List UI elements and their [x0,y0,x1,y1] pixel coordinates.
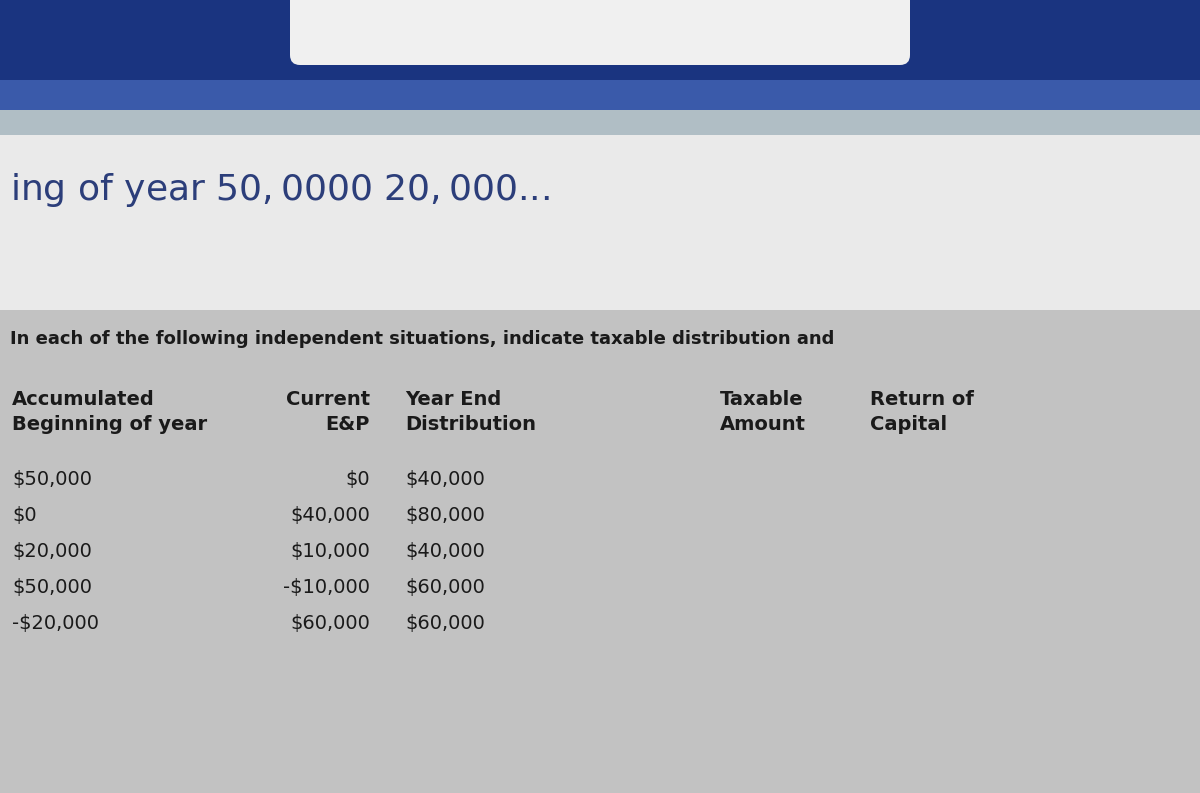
Text: $80,000: $80,000 [406,506,485,525]
Text: $40,000: $40,000 [406,542,485,561]
Text: $40,000: $40,000 [290,506,370,525]
Text: Beginning of year: Beginning of year [12,415,208,434]
Text: $50,000: $50,000 [12,578,92,597]
Text: $60,000: $60,000 [290,614,370,633]
Text: Accumulated: Accumulated [12,390,155,409]
Bar [0,80,1200,110]
Text: $50,000: $50,000 [12,470,92,489]
Bar [0,110,1200,135]
Text: Capital: Capital [870,415,947,434]
Text: Amount: Amount [720,415,806,434]
Text: E&P: E&P [325,415,370,434]
Text: ing of year $50,000 $0 $20,000 $...: ing of year $50,000 $0 $20,000 $... [10,171,550,209]
Text: $20,000: $20,000 [12,542,92,561]
FancyBboxPatch shape [290,0,910,65]
Bar [0,310,1200,793]
Bar [0,0,1200,80]
Text: Current: Current [286,390,370,409]
Text: $60,000: $60,000 [406,578,485,597]
Text: In each of the following independent situations, indicate taxable distribution a: In each of the following independent sit… [10,330,834,348]
Text: -$10,000: -$10,000 [283,578,370,597]
Text: Taxable: Taxable [720,390,804,409]
Text: -$20,000: -$20,000 [12,614,98,633]
Text: Year End: Year End [406,390,502,409]
Text: $10,000: $10,000 [290,542,370,561]
Text: $60,000: $60,000 [406,614,485,633]
Text: Distribution: Distribution [406,415,536,434]
Text: $0: $0 [12,506,37,525]
Text: $40,000: $40,000 [406,470,485,489]
Bar [0,0,1200,310]
Text: Return of: Return of [870,390,974,409]
Text: $0: $0 [346,470,370,489]
